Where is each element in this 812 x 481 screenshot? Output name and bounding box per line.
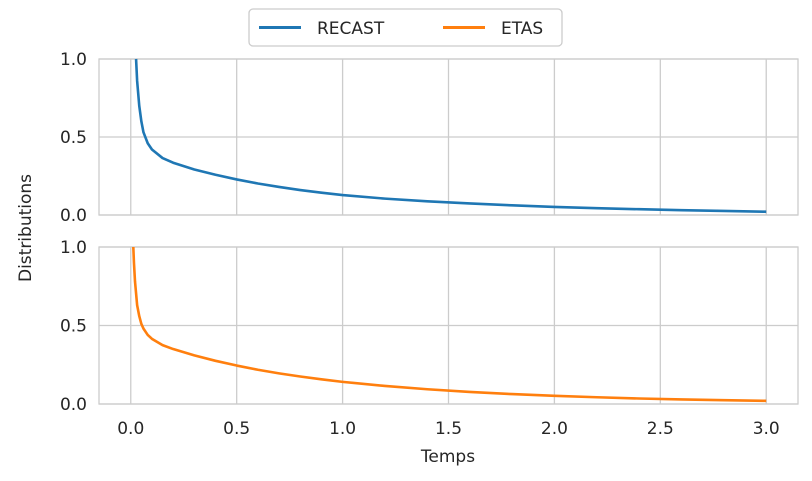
x-tick-label: 0.5 [223, 419, 250, 439]
grid-bottom [99, 246, 798, 405]
y-tick-label: 0.0 [60, 395, 87, 415]
x-tick-label: 2.0 [541, 419, 568, 439]
yticks-bottom: 0.0 0.5 1.0 [60, 238, 87, 415]
legend-label-recast: RECAST [317, 19, 385, 39]
y-tick-label: 1.0 [60, 50, 87, 70]
y-axis-label: Distributions [16, 174, 36, 282]
x-tick-label: 3.0 [753, 419, 780, 439]
panel-bottom: 0.0 0.5 1.0 0.0 0.5 1.0 1.5 2.0 2.5 3.0 [60, 238, 799, 439]
yticks-top: 0.0 0.5 1.0 [60, 50, 87, 226]
xticks: 0.0 0.5 1.0 1.5 2.0 2.5 3.0 [117, 419, 780, 439]
x-tick-label: 2.5 [647, 419, 674, 439]
legend-label-etas: ETAS [501, 19, 543, 39]
grid-top [99, 58, 798, 216]
y-tick-label: 0.5 [60, 128, 87, 148]
series-line-recast [134, 58, 767, 214]
panel-top-frame [98, 58, 799, 216]
legend-frame [248, 8, 563, 47]
panel-top: 0.0 0.5 1.0 [60, 50, 799, 226]
y-tick-label: 0.0 [60, 206, 87, 226]
y-tick-label: 1.0 [60, 238, 87, 258]
y-tick-label: 0.5 [60, 317, 87, 337]
legend: RECAST ETAS [248, 8, 563, 47]
panel-bottom-frame [98, 246, 799, 405]
x-axis-label: Temps [420, 447, 475, 467]
series-line-etas [132, 246, 767, 403]
x-tick-label: 0.0 [117, 419, 144, 439]
x-tick-label: 1.0 [329, 419, 356, 439]
x-tick-label: 1.5 [435, 419, 462, 439]
